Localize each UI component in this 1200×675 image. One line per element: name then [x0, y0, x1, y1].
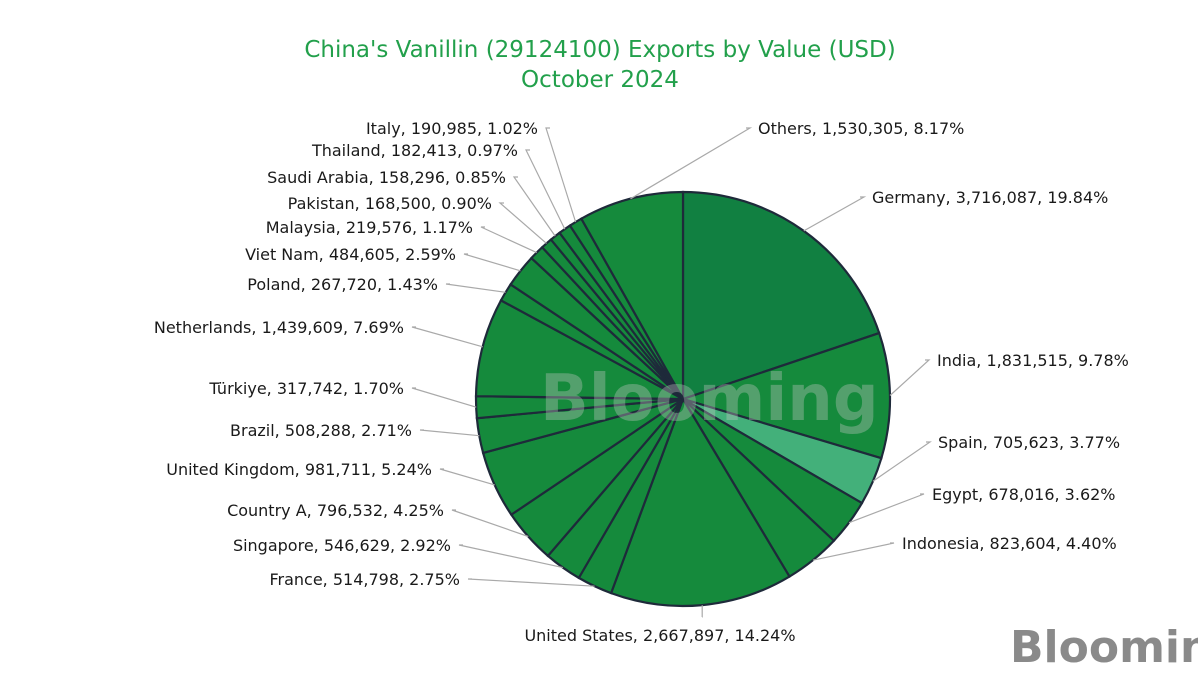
- slice-label: Viet Nam, 484,605, 2.59%: [245, 245, 456, 264]
- leader-line: [419, 429, 480, 437]
- watermark: Blooming: [540, 362, 879, 436]
- slice-label: Country A, 796,532, 4.25%: [227, 501, 444, 520]
- leader-line: [803, 196, 867, 232]
- leader-line: [498, 202, 547, 244]
- leader-line: [445, 283, 506, 293]
- leader-line: [525, 149, 566, 230]
- chart-subtitle: October 2024: [521, 67, 679, 93]
- leader-line: [480, 226, 537, 254]
- leader-line: [411, 387, 477, 408]
- pie-slice-india: [679, 331, 892, 460]
- leader-line: [451, 509, 529, 538]
- slice-label: Italy, 190,985, 1.02%: [366, 119, 538, 138]
- slice-label: Pakistan, 168,500, 0.90%: [288, 194, 492, 213]
- slice-label: Poland, 267,720, 1.43%: [247, 275, 438, 294]
- slice-label: France, 514,798, 2.75%: [269, 570, 460, 589]
- slice-label: Singapore, 546,629, 2.92%: [233, 536, 451, 555]
- slice-label: Egypt, 678,016, 3.62%: [932, 485, 1116, 504]
- slice-label: Netherlands, 1,439,609, 7.69%: [154, 318, 404, 337]
- pie-slice-netherlands: [474, 298, 684, 401]
- slice-label: Thailand, 182,413, 0.97%: [311, 141, 518, 160]
- chart-title: China's Vanillin (29124100) Exports by V…: [304, 37, 896, 63]
- leader-line: [467, 578, 595, 587]
- leader-line: [889, 359, 931, 396]
- leader-line: [812, 542, 895, 561]
- slice-label: Indonesia, 823,604, 4.40%: [902, 534, 1117, 553]
- slice-label: Türkiye, 317,742, 1.70%: [208, 379, 404, 398]
- leader-line: [848, 493, 925, 524]
- leader-line: [439, 468, 495, 486]
- slice-label: Saudi Arabia, 158,296, 0.85%: [267, 168, 506, 187]
- leader-line: [545, 127, 577, 223]
- pie-slices: [474, 190, 892, 608]
- slice-label: Others, 1,530,305, 8.17%: [758, 119, 964, 138]
- brand-logo: Blooming: [1010, 622, 1198, 672]
- slice-label: India, 1,831,515, 9.78%: [937, 351, 1129, 370]
- slice-label: United Kingdom, 981,711, 5.24%: [166, 460, 432, 479]
- brand-logo-text: Blooming: [1010, 622, 1198, 672]
- pie-slice-others: [579, 190, 685, 404]
- leader-line: [411, 326, 483, 348]
- leader-line: [872, 441, 932, 482]
- slice-labels: Germany, 3,716,087, 19.84% India, 1,831,5…: [154, 119, 1129, 645]
- slice-label: Brazil, 508,288, 2.71%: [230, 421, 412, 440]
- leader-lines: [411, 127, 932, 618]
- slice-label: Malaysia, 219,576, 1.17%: [266, 218, 473, 237]
- slice-label: Spain, 705,623, 3.77%: [938, 433, 1120, 452]
- leader-line: [512, 176, 556, 237]
- leader-line: [630, 127, 753, 200]
- leader-line: [463, 253, 521, 272]
- slice-label: Germany, 3,716,087, 19.84%: [872, 188, 1108, 207]
- leader-line: [458, 544, 564, 569]
- slice-label: United States, 2,667,897, 14.24%: [524, 626, 795, 645]
